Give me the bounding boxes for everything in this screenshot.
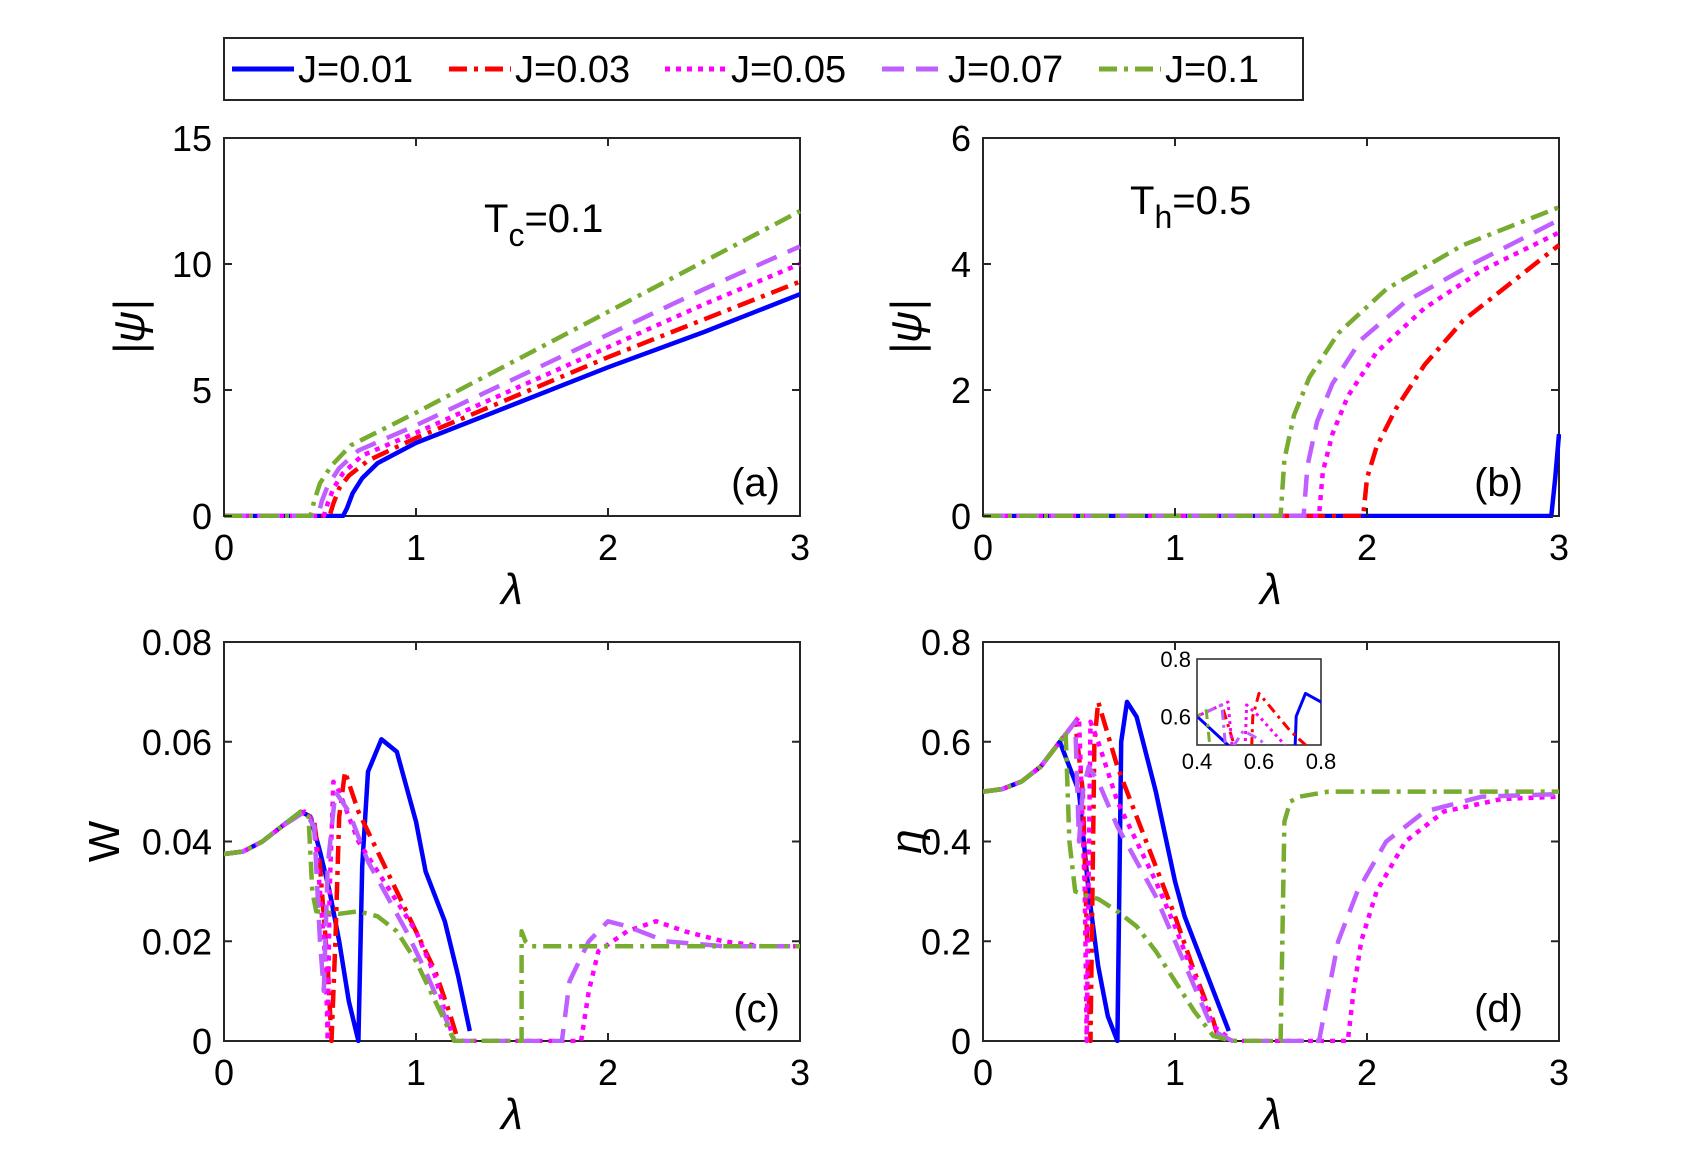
series-line-J=0.03 — [224, 279, 801, 518]
series-line-J=0.05 — [224, 261, 801, 518]
x-axis-label: λ — [499, 1090, 523, 1139]
series-line-J=0.07 — [224, 244, 801, 518]
series-line-J=0.05 — [224, 779, 800, 1043]
series-group — [983, 205, 1561, 518]
y-tick-label: 0.02 — [142, 921, 212, 962]
x-tick-label: 3 — [1549, 1052, 1569, 1093]
series-line-J=0.1 — [224, 809, 800, 1043]
temperature-annotation: Th=0.5 — [1130, 179, 1251, 235]
series-line-J=0.07 — [983, 217, 1561, 518]
y-axis-label: |ψ| — [882, 300, 931, 355]
y-tick-label: 0 — [192, 1021, 212, 1062]
legend-label-J=0.03: J=0.03 — [515, 49, 630, 91]
series-line-J=0.1 — [224, 209, 802, 518]
x-tick-label: 0 — [973, 1052, 993, 1093]
inset-axes-box — [1196, 658, 1322, 746]
series-line-J=0.03 — [224, 769, 461, 1043]
y-tick-label: 15 — [172, 118, 212, 159]
y-axis-label: W — [80, 820, 129, 862]
x-tick-label: 3 — [790, 527, 810, 568]
series-group — [983, 699, 1560, 1043]
y-tick-label: 2 — [951, 370, 971, 411]
panel-a: 0 1 2 3 0 5 10 15 λ |ψ| (a) Tc=0.1 — [105, 118, 810, 614]
x-tick-label: 0 — [973, 527, 993, 568]
y-tick-label: 4 — [951, 244, 971, 285]
legend-label-J=0.07: J=0.07 — [948, 49, 1063, 91]
legend-box — [223, 37, 1304, 101]
y-tick-label: 0.8 — [921, 622, 971, 663]
panel-b: 0 1 2 3 0 2 4 6 λ |ψ| (b) Th=0.5 — [882, 118, 1569, 614]
series-line-J=0.01 — [224, 292, 801, 518]
legend: J=0.01 J=0.03 J=0.05 J=0.07 J=0.1 — [223, 37, 1304, 101]
x-axis-label: λ — [499, 565, 523, 614]
y-tick-label: 0 — [951, 496, 971, 537]
panel-c: 0 1 2 3 0 0.02 0.04 0.06 0.08 λ W (c) — [80, 622, 810, 1139]
y-axis-label: |ψ| — [105, 300, 154, 355]
y-tick-label: 10 — [172, 244, 212, 285]
series-group — [224, 737, 800, 1043]
y-tick-label: 0 — [192, 496, 212, 537]
series-line-J=0.07 — [983, 719, 1560, 1043]
panel-tag: (d) — [1474, 987, 1523, 1031]
x-tick-label: 1 — [406, 527, 426, 568]
axes-box — [223, 137, 801, 517]
series-line-J=0.03 — [983, 699, 1222, 1043]
y-tick-label: 0 — [951, 1021, 971, 1062]
inset-plot: 0.4 0.6 0.8 0.6 0.8 — [1160, 647, 1337, 774]
x-tick-label: 0 — [214, 1052, 234, 1093]
x-tick-label: 2 — [1357, 1052, 1377, 1093]
x-tick-label: 1 — [1165, 1052, 1185, 1093]
panel-tag: (b) — [1474, 461, 1523, 505]
y-tick-label: 0.6 — [921, 722, 971, 763]
x-tick-label: 3 — [1549, 527, 1569, 568]
inset-y-tick-label: 0.6 — [1160, 704, 1191, 729]
inset-y-tick-label: 0.8 — [1160, 647, 1191, 672]
x-tick-label: 3 — [790, 1052, 810, 1093]
legend-label-J=0.01: J=0.01 — [298, 49, 413, 91]
y-tick-label: 0.4 — [921, 822, 971, 863]
x-tick-label: 2 — [598, 527, 618, 568]
x-tick-label: 1 — [406, 1052, 426, 1093]
series-line-J=0.03 — [983, 243, 1561, 518]
series-group — [224, 209, 802, 518]
x-tick-label: 0 — [214, 527, 234, 568]
axes-box — [982, 137, 1560, 517]
y-tick-label: 0.06 — [142, 722, 212, 763]
panel-tag: (c) — [733, 987, 780, 1031]
axes-box — [223, 641, 801, 1042]
y-tick-label: 0.04 — [142, 822, 212, 863]
inset-x-tick-label: 0.4 — [1182, 749, 1213, 774]
y-tick-label: 0.08 — [142, 622, 212, 663]
series-line-J=0.1 — [983, 205, 1560, 518]
y-tick-label: 0.2 — [921, 921, 971, 962]
x-axis-label: λ — [1258, 565, 1282, 614]
x-tick-label: 1 — [1165, 527, 1185, 568]
legend-label-J=0.05: J=0.05 — [731, 49, 846, 91]
series-line-J=0.1 — [983, 729, 1559, 1043]
series-line-J=0.07 — [224, 789, 800, 1043]
x-axis-label: λ — [1258, 1090, 1282, 1139]
legend-label-J=0.1: J=0.1 — [1165, 49, 1259, 91]
panel-tag: (a) — [731, 461, 780, 505]
y-axis-label: η — [882, 829, 931, 853]
y-tick-label: 6 — [951, 118, 971, 159]
temperature-annotation: Tc=0.1 — [484, 197, 603, 253]
inset-x-tick-label: 0.6 — [1244, 749, 1275, 774]
x-tick-label: 2 — [598, 1052, 618, 1093]
inset-x-tick-label: 0.8 — [1306, 749, 1337, 774]
panel-d: 0 1 2 3 0 0.2 0.4 0.6 0.8 λ η (d) 0.4 0.6 0.8 0.6 0.8 — [882, 622, 1569, 1139]
y-tick-label: 5 — [192, 370, 212, 411]
x-tick-label: 2 — [1357, 527, 1377, 568]
